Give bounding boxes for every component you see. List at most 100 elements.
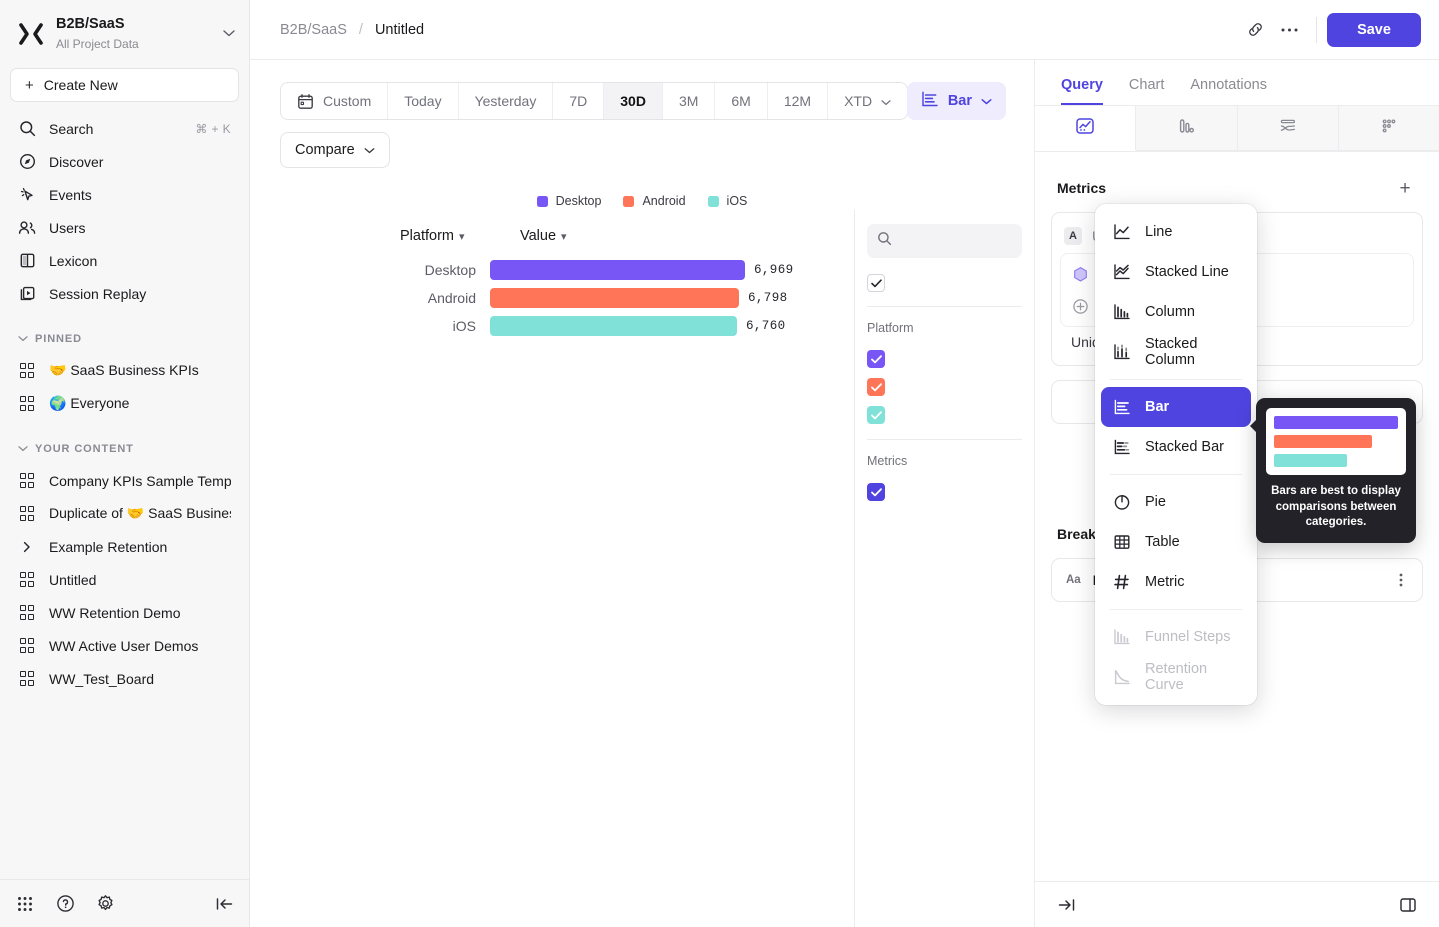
legend-item-android[interactable]: Android bbox=[623, 194, 686, 208]
date-range-30d[interactable]: 30D bbox=[604, 83, 663, 119]
bar-chart-icon bbox=[1112, 398, 1131, 417]
legend-filter-android[interactable] bbox=[867, 373, 1022, 401]
help-circle-icon[interactable] bbox=[54, 893, 76, 915]
report-type-funnels[interactable] bbox=[1136, 106, 1238, 151]
column-header-label: Platform bbox=[400, 228, 454, 244]
sidebar-item-discover[interactable]: Discover bbox=[10, 145, 239, 178]
pinned-section-header[interactable]: PINNED bbox=[0, 324, 249, 354]
board-icon bbox=[18, 505, 36, 523]
date-range-12m[interactable]: 12M bbox=[767, 83, 829, 119]
sidebar-item-saas-business-kpis[interactable]: 🤝 SaaS Business KPIs bbox=[10, 354, 239, 387]
chart-type-button[interactable]: Bar bbox=[906, 82, 1006, 120]
bar-ios[interactable] bbox=[490, 316, 737, 336]
breadcrumb-current[interactable]: Untitled bbox=[374, 21, 425, 38]
sidebar-item-session-replay[interactable]: Session Replay bbox=[10, 277, 239, 310]
stacked-column-icon bbox=[1112, 343, 1131, 362]
select-all-checkbox[interactable] bbox=[867, 274, 885, 292]
date-range-label: 7D bbox=[569, 93, 588, 109]
breakdown-overflow-menu[interactable] bbox=[1394, 572, 1408, 588]
tab-chart[interactable]: Chart bbox=[1128, 77, 1165, 93]
project-switcher[interactable]: B2B/SaaS All Project Data bbox=[0, 0, 249, 64]
funnels-icon bbox=[1175, 115, 1197, 142]
sidebar-item-events[interactable]: Events bbox=[10, 178, 239, 211]
date-range-7d[interactable]: 7D bbox=[553, 83, 605, 119]
column-header-platform[interactable]: Platform ▾ bbox=[300, 228, 490, 244]
bar-desktop[interactable] bbox=[490, 260, 745, 280]
sidebar-item-search[interactable]: Search ⌘ + K bbox=[10, 112, 239, 145]
breadcrumb-project[interactable]: B2B/SaaS bbox=[280, 21, 347, 38]
bar-android[interactable] bbox=[490, 288, 739, 308]
menu-item-line[interactable]: Line bbox=[1101, 212, 1251, 252]
expand-right-icon[interactable] bbox=[1055, 894, 1077, 916]
menu-item-stacked-line[interactable]: Stacked Line bbox=[1101, 252, 1251, 292]
bar-category-label: Android bbox=[427, 290, 476, 306]
date-range-xtd[interactable]: XTD bbox=[828, 83, 908, 119]
sidebar-item-ww-active-user-demos[interactable]: WW Active User Demos bbox=[10, 629, 239, 662]
tab-query[interactable]: Query bbox=[1061, 77, 1103, 105]
date-range-yesterday[interactable]: Yesterday bbox=[458, 83, 554, 119]
column-header-value[interactable]: Value ▾ bbox=[490, 228, 567, 244]
legend-item-ios[interactable]: iOS bbox=[707, 194, 747, 208]
legend-filter-metric-a[interactable] bbox=[867, 478, 1022, 506]
your-content-section-header[interactable]: YOUR CONTENT bbox=[0, 434, 249, 464]
sidebar-item-ww-retention-demo[interactable]: WW Retention Demo bbox=[10, 596, 239, 629]
gear-icon[interactable] bbox=[94, 893, 116, 915]
menu-item-column[interactable]: Column bbox=[1101, 292, 1251, 332]
report-type-retention[interactable] bbox=[1338, 106, 1439, 151]
sidebar-item-ww-test-board[interactable]: WW_Test_Board bbox=[10, 662, 239, 695]
report-type-flows[interactable] bbox=[1237, 106, 1339, 151]
board-icon bbox=[18, 571, 36, 589]
create-new-button[interactable]: + Create New bbox=[10, 68, 239, 102]
sidebar-item-company-kpis[interactable]: Company KPIs Sample Templat bbox=[10, 464, 239, 497]
sidebar-item-untitled[interactable]: Untitled bbox=[10, 563, 239, 596]
legend-search-input[interactable] bbox=[867, 224, 1022, 258]
panel-tabs: Query Chart Annotations bbox=[1035, 60, 1439, 106]
legend-checkbox[interactable] bbox=[867, 378, 885, 396]
menu-item-metric[interactable]: Metric bbox=[1101, 562, 1251, 602]
sidebar-item-example-retention[interactable]: Example Retention bbox=[10, 530, 239, 563]
ellipsis-icon[interactable] bbox=[1272, 13, 1306, 47]
pinned-list: 🤝 SaaS Business KPIs 🌍 Everyone bbox=[0, 354, 249, 420]
sidebar-item-label: Users bbox=[49, 219, 86, 236]
legend-checkbox[interactable] bbox=[867, 483, 885, 501]
bar-row[interactable]: iOS 6,760 bbox=[300, 312, 860, 340]
legend-filter-ios[interactable] bbox=[867, 401, 1022, 429]
add-metric-button[interactable]: + bbox=[1399, 177, 1411, 199]
flows-icon bbox=[1277, 115, 1299, 142]
legend-divider bbox=[867, 439, 1022, 440]
list-item-label: 🌍 Everyone bbox=[49, 395, 130, 411]
date-range-label: 6M bbox=[731, 93, 751, 109]
menu-item-stacked-column[interactable]: Stacked Column bbox=[1101, 332, 1251, 372]
menu-item-stacked-bar[interactable]: Stacked Bar bbox=[1101, 427, 1251, 467]
date-range-today[interactable]: Today bbox=[388, 83, 459, 119]
sidebar-item-lexicon[interactable]: Lexicon bbox=[10, 244, 239, 277]
legend-item-desktop[interactable]: Desktop bbox=[536, 194, 601, 208]
date-range-6m[interactable]: 6M bbox=[715, 83, 768, 119]
tab-annotations[interactable]: Annotations bbox=[1190, 77, 1267, 93]
report-type-insights[interactable] bbox=[1035, 106, 1137, 151]
menu-item-table[interactable]: Table bbox=[1101, 522, 1251, 562]
insights-icon bbox=[1074, 115, 1096, 142]
link-icon[interactable] bbox=[1238, 13, 1272, 47]
bar-row[interactable]: Desktop 6,969 bbox=[300, 256, 860, 284]
sidebar-item-duplicate-saas-business[interactable]: Duplicate of 🤝 SaaS Business bbox=[10, 497, 239, 530]
legend-checkbox[interactable] bbox=[867, 406, 885, 424]
legend-checkbox[interactable] bbox=[867, 350, 885, 368]
date-range-3m[interactable]: 3M bbox=[662, 83, 716, 119]
apps-grid-icon[interactable] bbox=[14, 893, 36, 915]
sidebar-item-users[interactable]: Users bbox=[10, 211, 239, 244]
legend-select-all-row[interactable] bbox=[867, 274, 1022, 307]
date-range-custom[interactable]: Custom bbox=[281, 83, 389, 119]
legend-filter-desktop[interactable] bbox=[867, 345, 1022, 373]
collapse-left-icon[interactable] bbox=[213, 893, 235, 915]
save-button[interactable]: Save bbox=[1327, 12, 1421, 47]
panel-toggle-icon[interactable] bbox=[1397, 894, 1419, 916]
compare-button[interactable]: Compare bbox=[280, 132, 390, 168]
bar-row[interactable]: Android 6,798 bbox=[300, 284, 860, 312]
project-name: B2B/SaaS bbox=[56, 16, 125, 32]
sidebar-item-everyone[interactable]: 🌍 Everyone bbox=[10, 387, 239, 420]
list-item-label: WW Active User Demos bbox=[49, 637, 199, 654]
menu-item-pie[interactable]: Pie bbox=[1101, 482, 1251, 522]
date-range-label: Today bbox=[404, 93, 442, 109]
menu-item-bar[interactable]: Bar bbox=[1101, 387, 1251, 427]
